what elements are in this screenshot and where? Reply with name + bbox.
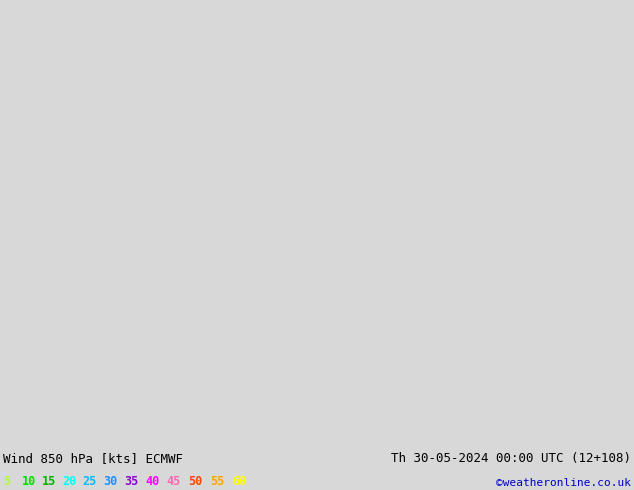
Text: 40: 40 xyxy=(145,475,159,488)
Text: 10: 10 xyxy=(22,475,36,488)
Text: Wind 850 hPa [kts] ECMWF: Wind 850 hPa [kts] ECMWF xyxy=(3,452,183,465)
Text: ©weatheronline.co.uk: ©weatheronline.co.uk xyxy=(496,478,631,488)
Text: 55: 55 xyxy=(210,475,224,488)
Text: 30: 30 xyxy=(103,475,117,488)
Text: 5: 5 xyxy=(3,475,10,488)
Text: 60: 60 xyxy=(232,475,246,488)
Text: 35: 35 xyxy=(124,475,138,488)
Text: Th 30-05-2024 00:00 UTC (12+108): Th 30-05-2024 00:00 UTC (12+108) xyxy=(391,452,631,465)
Text: 50: 50 xyxy=(188,475,202,488)
Text: 25: 25 xyxy=(82,475,96,488)
Text: 45: 45 xyxy=(166,475,180,488)
Text: 15: 15 xyxy=(42,475,56,488)
Text: 20: 20 xyxy=(62,475,76,488)
